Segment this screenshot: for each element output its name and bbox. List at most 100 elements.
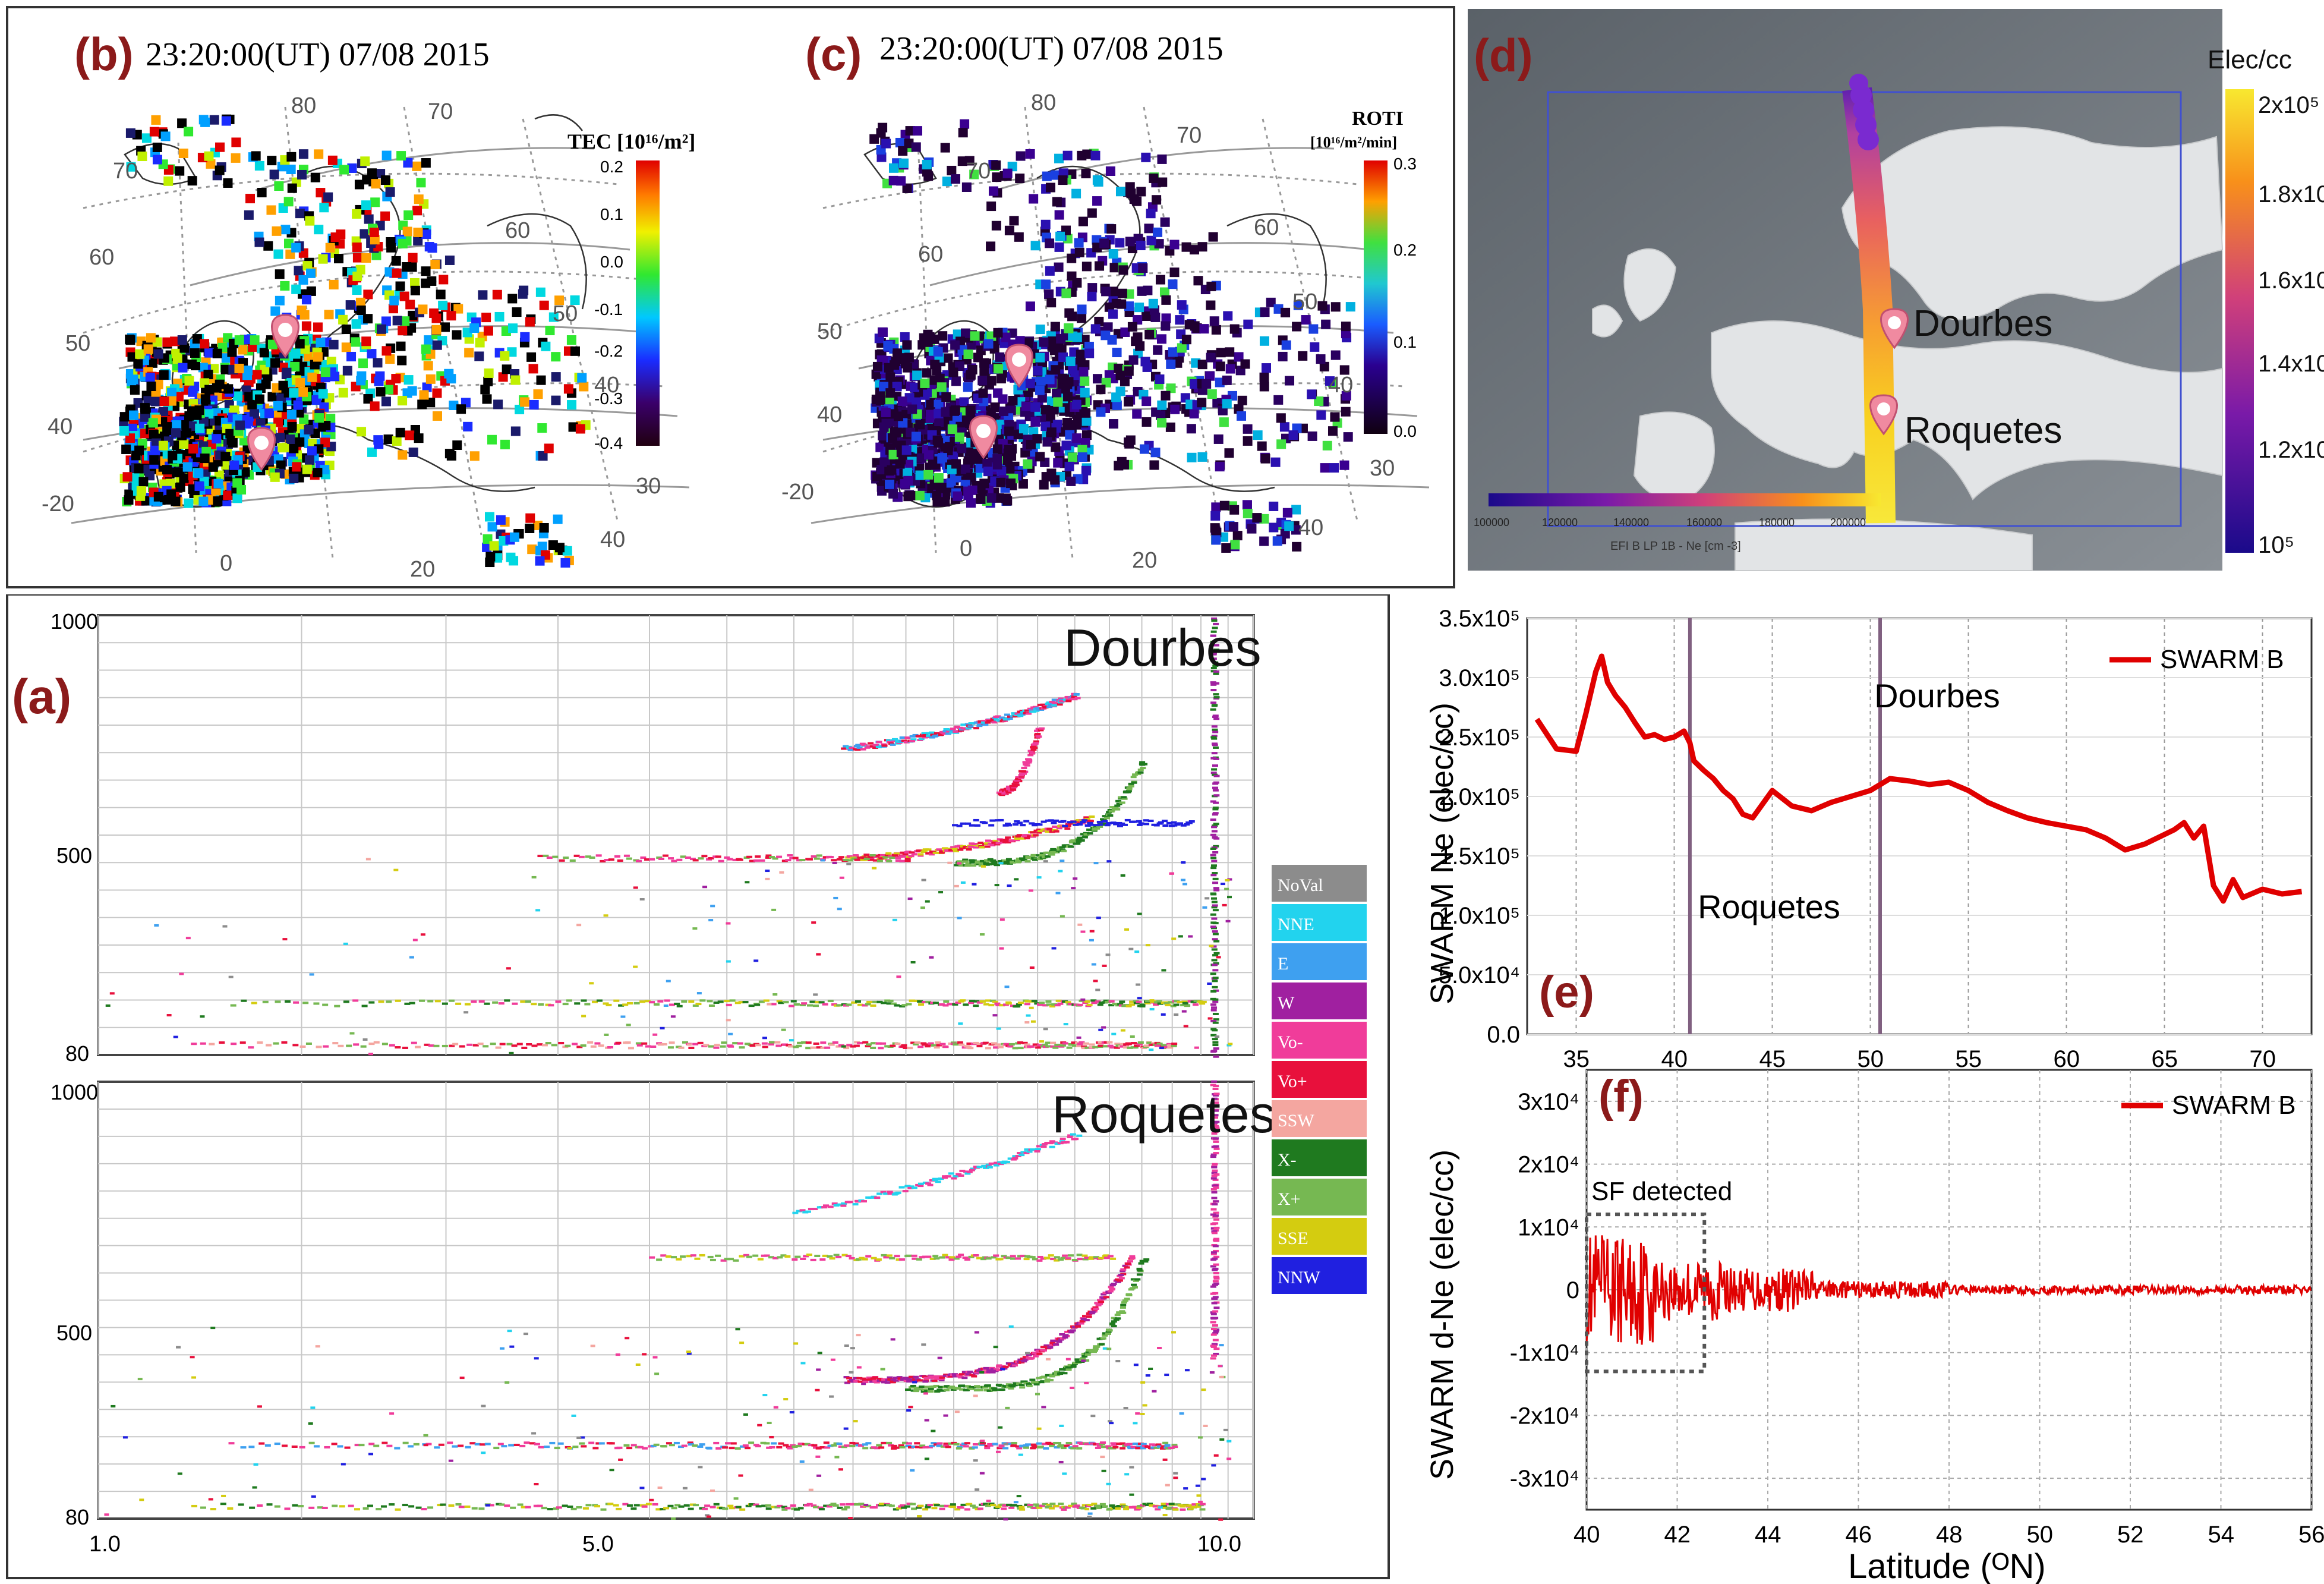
map-point — [1237, 411, 1247, 421]
ionogram-trace-point — [1213, 781, 1219, 784]
map-point — [1257, 441, 1267, 451]
ionogram-trace-point — [1020, 772, 1027, 775]
map-point — [227, 347, 237, 357]
ionogram-trace-point — [1017, 821, 1023, 824]
map-point — [915, 420, 925, 430]
ionogram-trace-point — [737, 858, 743, 861]
ionogram-trace-point — [569, 859, 576, 862]
ionogram-trace-point — [984, 845, 991, 848]
ionogram-trace-point — [992, 1000, 998, 1003]
map-point — [933, 347, 943, 357]
map-point — [1237, 395, 1247, 405]
ionogram-trace-point — [1210, 854, 1216, 856]
ionogram-trace-point — [776, 1000, 783, 1003]
ionogram-noise-point — [1182, 883, 1187, 886]
ionogram-trace-point — [846, 1003, 852, 1006]
map-point — [398, 396, 408, 406]
ionogram-trace-point — [692, 1043, 699, 1045]
ionogram-trace-point — [1112, 1003, 1118, 1006]
inner-bar-tick: 160000 — [1686, 517, 1722, 528]
map-point — [965, 405, 975, 415]
map-point — [1243, 436, 1253, 446]
ionogram-trace-point — [484, 1002, 490, 1005]
ionogram-trace-point — [1211, 830, 1218, 833]
map-point — [1281, 307, 1291, 317]
roti-lon-label: -20 — [781, 480, 814, 505]
map-point — [1087, 291, 1097, 301]
ionogram-trace-point — [626, 1002, 633, 1004]
map-point — [398, 238, 408, 248]
ionogram-trace-point — [1024, 709, 1030, 712]
ionogram-trace-point — [886, 1002, 893, 1005]
map-point — [267, 339, 278, 349]
map-point — [1169, 240, 1180, 250]
ionogram-noise-point — [781, 1028, 786, 1031]
ionogram-trace-point — [1212, 715, 1219, 718]
map-point — [240, 467, 250, 477]
tec-lat-label: 40 — [48, 414, 72, 439]
ionogram-trace-point — [1211, 917, 1218, 920]
map-point — [140, 412, 150, 422]
ionogram-trace-point — [1083, 1042, 1089, 1045]
ionogram-trace-point — [983, 1003, 989, 1006]
ionogram-noise-point — [1228, 1043, 1233, 1045]
ionogram-noise-point — [771, 908, 777, 911]
ionogram-trace-point — [1067, 822, 1074, 825]
ionogram-trace-point — [910, 738, 917, 741]
ionogram-trace-point — [360, 1045, 367, 1048]
ionogram-trace-point — [1012, 1364, 1018, 1367]
map-point — [481, 313, 491, 323]
map-point — [298, 149, 308, 159]
map-point — [136, 486, 146, 496]
ionogram-trace-point — [1097, 823, 1103, 826]
ionogram-noise-point — [1194, 1046, 1199, 1049]
map-point — [221, 460, 231, 470]
map-point — [1101, 286, 1111, 297]
ionogram-trace-point — [538, 1003, 544, 1006]
ionogram-trace-point — [541, 1044, 548, 1047]
map-point — [1092, 196, 1102, 206]
tec-lat-label: 40 — [594, 373, 619, 398]
map-point — [1001, 332, 1011, 342]
ionogram-trace-point — [717, 1000, 724, 1003]
map-point — [1150, 312, 1161, 322]
map-point — [1004, 225, 1014, 235]
ionogram-trace-point — [962, 858, 969, 861]
ionogram-trace-point — [1037, 1003, 1043, 1006]
map-point — [342, 366, 352, 376]
map-point — [551, 372, 561, 382]
map-point — [302, 464, 312, 474]
ionogram-trace-point — [922, 1380, 929, 1383]
ionogram-trace-point — [492, 1001, 499, 1004]
map-point — [1051, 442, 1061, 452]
ionogram-trace-point — [1174, 1000, 1180, 1003]
map-point — [1108, 286, 1118, 297]
ionogram-trace-point — [1139, 761, 1146, 764]
map-point — [213, 496, 223, 506]
map-point — [124, 495, 134, 505]
map-point — [1240, 359, 1250, 369]
ionogram-trace-point — [977, 841, 984, 844]
map-point — [167, 388, 177, 398]
inner-bar-tick: 120000 — [1542, 517, 1578, 528]
ionogram-noise-point — [633, 886, 638, 889]
map-point — [902, 340, 912, 350]
map-point — [1320, 463, 1330, 473]
ionogram-noise-point — [1188, 935, 1193, 938]
map-point — [1293, 300, 1303, 310]
map-point — [356, 306, 366, 316]
map-point — [1161, 321, 1171, 331]
ionogram-trace-point — [934, 732, 940, 735]
map-point — [911, 142, 921, 152]
ionogram-trace-point — [1212, 728, 1218, 731]
ionogram-trace-point — [1068, 1043, 1074, 1045]
ionogram-trace-point — [884, 854, 891, 856]
ionogram-trace-point — [900, 1045, 907, 1048]
ionogram-trace-point — [692, 859, 699, 862]
ionogram-trace-point — [1060, 820, 1067, 823]
map-point — [298, 275, 308, 285]
map-point — [306, 268, 316, 278]
ionogram-trace-point — [900, 855, 906, 858]
map-point — [225, 429, 235, 439]
map-point — [1094, 316, 1104, 326]
